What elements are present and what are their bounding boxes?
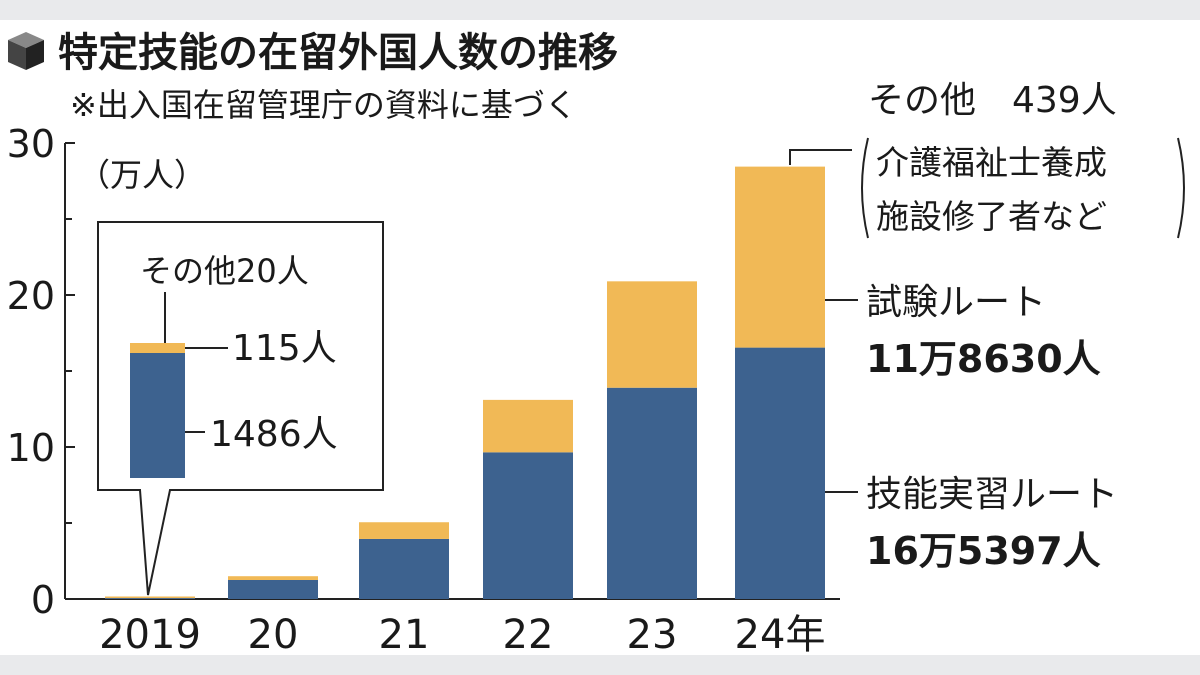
bar-20-series-0 — [228, 580, 318, 599]
bar-20-series-1 — [228, 576, 318, 580]
chart-title: 特定技能の在留外国人数の推移 — [58, 30, 618, 76]
test-route-value: 11万8630人 — [866, 337, 1101, 381]
inset-bar-skill — [130, 353, 185, 478]
y-axis-label: （万人） — [78, 156, 206, 194]
inset-test-label: 115人 — [232, 328, 337, 369]
inset-callout-box — [97, 221, 384, 596]
bar-21-series-0 — [359, 538, 449, 599]
bar-2019-series-2 — [105, 596, 195, 599]
bracket-right — [1177, 137, 1185, 239]
x-tick-label: 23 — [627, 612, 678, 658]
skill-route-value: 16万5397人 — [866, 529, 1101, 573]
y-tick-label: 20 — [7, 274, 55, 318]
bar-24年-series-1 — [735, 167, 825, 348]
bottom-band — [0, 655, 1200, 675]
bar-22-series-0 — [483, 452, 573, 599]
inset-skill-label: 1486人 — [210, 414, 338, 455]
y-tick-label: 30 — [7, 122, 55, 166]
bars — [105, 166, 825, 599]
bracket-left — [861, 137, 869, 239]
y-tick-label: 10 — [7, 426, 55, 470]
cube-icon — [8, 32, 44, 70]
x-tick-label: 2019 — [99, 612, 201, 658]
x-tick-labels: 2019 20 21 22 23 24年 — [99, 612, 825, 658]
inset-bar-test — [130, 343, 185, 353]
bar-24年-series-2 — [735, 166, 825, 169]
bar-23-series-1 — [607, 281, 697, 388]
skill-route-label: 技能実習ルート — [866, 474, 1118, 515]
x-tick-label: 24年 — [735, 612, 826, 658]
inset-other-label: その他20人 — [140, 252, 309, 290]
bar-24年-series-0 — [735, 347, 825, 599]
x-tick-label: 20 — [248, 612, 299, 658]
bar-21-series-1 — [359, 522, 449, 539]
other-note-line-1: 介護福祉士養成 — [876, 143, 1107, 182]
annotations: その他 439人 介護福祉士養成 施設修了者など 試験ルート 11万8630人 … — [789, 80, 1185, 573]
other-note-line-2: 施設修了者など — [876, 197, 1107, 236]
test-route-label: 試験ルート — [866, 282, 1046, 323]
leader-line — [789, 149, 852, 165]
bar-22-series-1 — [483, 399, 573, 453]
inset-2019: その他20人 115人 1486人 — [97, 221, 384, 596]
x-tick-label: 21 — [379, 612, 430, 658]
top-band — [0, 0, 1200, 20]
bar-23-series-0 — [607, 387, 697, 599]
other-label: その他 439人 — [868, 80, 1117, 121]
y-tick-label: 0 — [31, 578, 55, 622]
x-tick-label: 22 — [503, 612, 554, 658]
chart-subtitle: ※出入国在留管理庁の資料に基づく — [70, 86, 577, 124]
